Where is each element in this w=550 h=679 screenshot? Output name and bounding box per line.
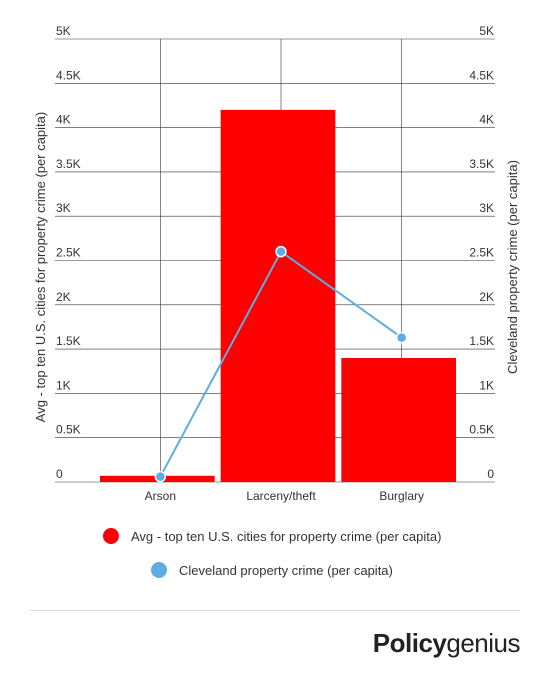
- bars: [100, 109, 456, 482]
- x-tick-label: Burglary: [379, 489, 424, 503]
- x-tick-label: Arson: [145, 489, 176, 503]
- logo-light: genius: [446, 628, 520, 658]
- y-tick-right: 2K: [479, 290, 494, 304]
- y-tick-right: 0.5K: [469, 423, 494, 437]
- line-series: [154, 245, 408, 483]
- y-tick-right: 1.5K: [469, 334, 494, 348]
- y-tick-left: 1.5K: [56, 334, 81, 348]
- y-tick-right: 4.5K: [469, 68, 494, 82]
- y-tick-right: 0: [487, 467, 494, 481]
- y-tick-left: 4K: [56, 113, 71, 127]
- y-tick-right: 4K: [479, 113, 494, 127]
- y-tick-right: 3K: [479, 201, 494, 215]
- tick-labels: 0 0 0.5K 0.5K 1K 1K 1.5K 1.5K 2K 2K 2.5K 2.5K 3K 3K 3.…: [56, 24, 494, 503]
- y-tick-left: 3K: [56, 201, 71, 215]
- logo-bold: Policy: [372, 628, 447, 658]
- footer-divider: [30, 610, 520, 611]
- bar: [341, 357, 456, 482]
- line-point: [395, 331, 408, 344]
- line-point: [275, 245, 287, 258]
- y-tick-left: 1K: [56, 378, 71, 392]
- legend-dot-red: [103, 528, 119, 544]
- chart: 0 0 0.5K 0.5K 1K 1K 1.5K 1.5K 2K 2K 2.5K 2.5K 3K 3K 3.…: [33, 24, 520, 503]
- legend-item-avg: Avg - top ten U.S. cities for property c…: [103, 528, 441, 544]
- y-tick-left: 0: [56, 467, 63, 481]
- legend-label-avg: Avg - top ten U.S. cities for property c…: [131, 528, 442, 544]
- y-tick-left: 5K: [56, 24, 71, 38]
- y-axis-title-right: Cleveland property crime (per capita): [505, 160, 520, 374]
- bar: [220, 109, 336, 482]
- y-tick-left: 0.5K: [56, 423, 81, 437]
- y-tick-right: 3.5K: [469, 157, 494, 171]
- legend-item-cleveland: Cleveland property crime (per capita): [151, 562, 393, 578]
- legend-label-cleveland: Cleveland property crime (per capita): [179, 562, 393, 578]
- y-axis-title-left: Avg - top ten U.S. cities for property c…: [33, 112, 48, 422]
- legend-dot-blue: [151, 562, 167, 578]
- x-tick-label: Larceny/theft: [246, 489, 316, 503]
- y-tick-right: 5K: [479, 24, 494, 38]
- y-tick-left: 2K: [56, 290, 71, 304]
- y-tick-left: 2.5K: [56, 246, 81, 260]
- policygenius-logo: Policygenius: [372, 628, 521, 659]
- line-point: [154, 470, 167, 483]
- y-tick-right: 2.5K: [469, 246, 494, 260]
- y-tick-left: 4.5K: [56, 68, 81, 82]
- y-tick-right: 1K: [479, 378, 494, 392]
- y-tick-left: 3.5K: [56, 157, 81, 171]
